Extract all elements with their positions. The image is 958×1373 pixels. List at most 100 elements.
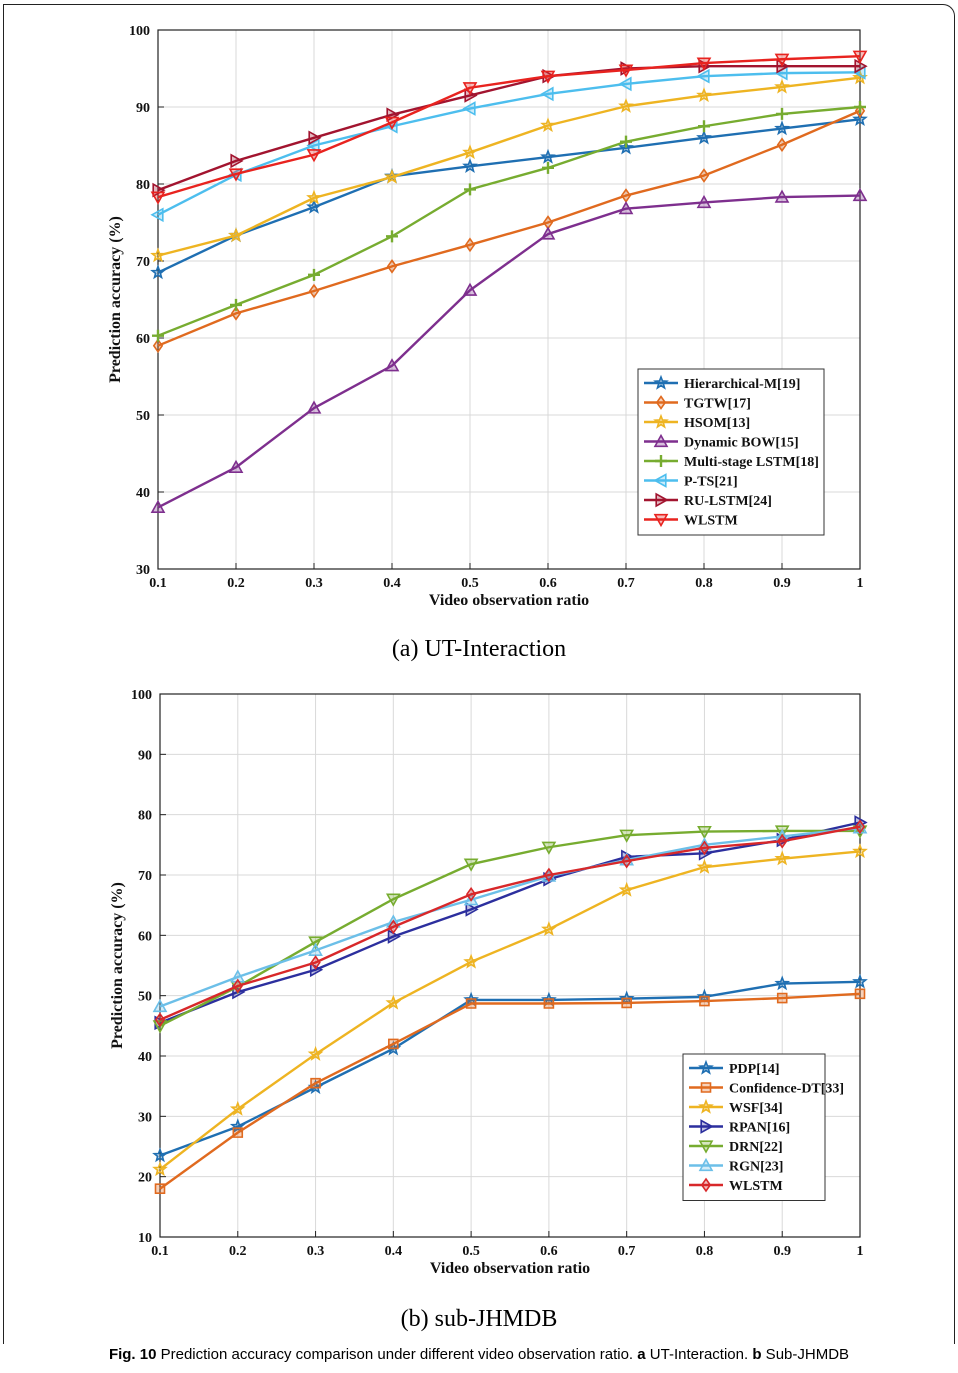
data-point xyxy=(228,227,244,243)
subplot-caption-a: (a) UT-Interaction xyxy=(391,636,567,662)
y-tick-label: 80 xyxy=(136,178,150,193)
legend-entry: PDP[14] xyxy=(689,1059,780,1077)
data-point xyxy=(852,111,868,127)
y-tick-label: 50 xyxy=(136,409,150,424)
series-line xyxy=(157,109,861,347)
x-tick-label: 0.7 xyxy=(618,1244,636,1259)
data-point xyxy=(306,198,322,214)
data-point xyxy=(618,200,634,215)
series-ru-lstm-24 xyxy=(152,58,868,198)
x-tick-label: 0.7 xyxy=(617,576,635,591)
data-point xyxy=(465,902,479,917)
y-tick-label: 40 xyxy=(138,1050,152,1065)
legend-entry: Hierarchical-M[19] xyxy=(644,374,800,392)
data-point xyxy=(541,921,557,936)
data-point xyxy=(696,68,710,84)
x-tick-label: 1 xyxy=(857,1244,864,1259)
legend-entry: TGTW[17] xyxy=(644,395,751,412)
legend-label: Confidence-DT[33] xyxy=(729,1082,844,1097)
data-point xyxy=(618,881,635,897)
series-line xyxy=(159,992,861,1190)
data-point xyxy=(698,168,710,183)
data-point xyxy=(232,978,243,994)
data-point xyxy=(854,988,866,1000)
x-tick-label: 0.5 xyxy=(461,576,479,591)
legend-entry: RU-LSTM[24] xyxy=(644,492,772,509)
legend-marker xyxy=(655,395,667,410)
y-tick-label: 50 xyxy=(138,990,152,1005)
data-point xyxy=(541,841,557,855)
data-point xyxy=(306,400,322,414)
legend-marker xyxy=(653,433,669,448)
series-line xyxy=(157,76,861,257)
legend-entry: WLSTM xyxy=(644,514,738,529)
data-point xyxy=(774,189,790,203)
legend-entry: Dynamic BOW[15] xyxy=(644,433,799,451)
data-point xyxy=(774,78,790,94)
data-point xyxy=(150,264,166,280)
data-point xyxy=(308,268,320,281)
data-point xyxy=(387,929,401,944)
x-tick-label: 1 xyxy=(857,576,864,591)
y-tick-label: 60 xyxy=(138,929,152,944)
series-wsf-34 xyxy=(152,843,868,1177)
data-point xyxy=(308,283,320,299)
legend-entry: RPAN[16] xyxy=(689,1119,790,1136)
legend-entry: WSF[34] xyxy=(689,1098,783,1116)
plot-area xyxy=(159,693,861,1238)
data-point xyxy=(854,101,866,113)
data-point xyxy=(618,76,632,92)
data-point xyxy=(774,120,790,136)
legend-entry: DRN[22] xyxy=(689,1140,783,1155)
data-point xyxy=(462,101,476,116)
data-point xyxy=(699,840,710,856)
legend-marker xyxy=(653,374,669,390)
y-tick-label: 20 xyxy=(138,1171,152,1186)
legend-entry: HSOM[13] xyxy=(644,413,750,431)
data-point xyxy=(464,237,476,253)
y-axis-label: Prediction accuracy (%) xyxy=(107,216,124,383)
y-tick-label: 70 xyxy=(138,869,152,884)
x-tick-label: 0.5 xyxy=(462,1244,480,1259)
subplot-caption-b: (b) sub-JHMDB xyxy=(400,1306,558,1332)
legend-marker xyxy=(700,1119,714,1134)
series-line xyxy=(159,850,861,1171)
y-tick-label: 40 xyxy=(136,486,150,501)
legend: Hierarchical-M[19] TGTW[17] HSOM[13] Dynami… xyxy=(637,368,825,536)
data-point xyxy=(310,1077,321,1089)
data-point xyxy=(464,183,476,196)
data-point xyxy=(462,144,478,160)
data-point xyxy=(542,161,554,174)
series-p-ts-21 xyxy=(150,64,866,223)
legend: PDP[14] Confidence-DT[33] WSF[34] RPAN[16] D… xyxy=(682,1053,844,1201)
legend-entry: Multi-stage LSTM[18] xyxy=(644,455,819,470)
y-tick-label: 60 xyxy=(136,332,150,347)
series-line xyxy=(159,826,861,1008)
legend-label: RPAN[16] xyxy=(729,1121,790,1136)
data-point xyxy=(230,969,246,983)
data-point xyxy=(308,936,323,950)
data-point xyxy=(543,998,555,1009)
data-point xyxy=(230,153,244,169)
data-point xyxy=(385,994,402,1010)
figure-label: Fig. 10 xyxy=(108,1346,157,1363)
series-wlstm xyxy=(150,50,868,205)
data-point xyxy=(540,86,554,102)
data-point xyxy=(306,149,322,163)
y-tick-label: 70 xyxy=(136,255,150,270)
y-tick-label: 100 xyxy=(131,688,152,703)
data-point xyxy=(619,829,635,843)
legend-box xyxy=(637,368,825,536)
x-tick-label: 0.3 xyxy=(307,1244,325,1259)
data-point xyxy=(774,53,790,67)
figure-caption-text: Prediction accuracy comparison under dif… xyxy=(156,1346,638,1363)
y-axis-label: Prediction accuracy (%) xyxy=(109,882,126,1049)
x-tick-label: 0.4 xyxy=(383,576,401,591)
legend-marker xyxy=(698,1098,714,1114)
data-point xyxy=(152,329,164,342)
x-tick-label: 0.1 xyxy=(151,1244,169,1259)
data-point xyxy=(463,953,479,969)
data-point xyxy=(620,135,632,148)
chart-ut-interaction: 0.1 0.2 0.3 0.4 0.5 0.6 0.7 0.8 0.9 1 30 40 50 60 70 80… xyxy=(107,24,868,609)
legend-marker xyxy=(655,455,667,467)
